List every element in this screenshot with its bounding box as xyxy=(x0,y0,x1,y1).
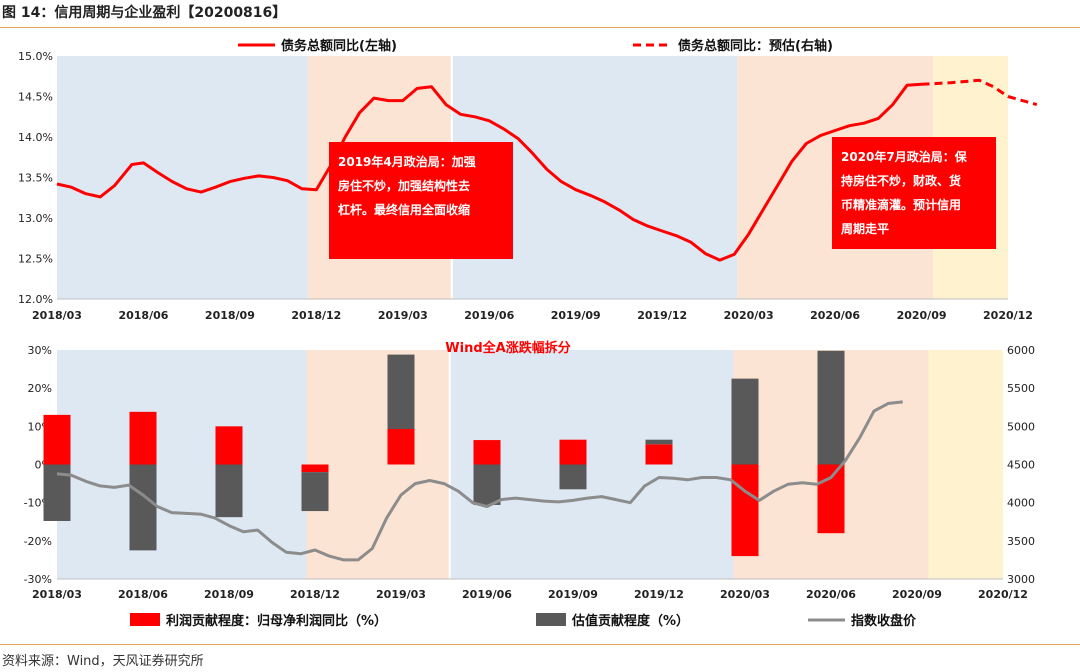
bottom-shade-band-0 xyxy=(57,350,307,579)
profit-contribution-bar xyxy=(645,444,673,465)
profit-contribution-bar xyxy=(559,439,587,465)
profit-contribution-bar xyxy=(473,440,501,465)
annotation-box-1 xyxy=(832,137,996,249)
bottom-shade-band-4 xyxy=(928,350,1003,579)
top-x-tick-label: 2019/12 xyxy=(637,309,687,322)
valuation-contribution-bar xyxy=(215,464,243,518)
top-y-tick-label: 12.0% xyxy=(18,293,53,306)
legend-profit-label: 利润贡献程度：归母净利润同比（%） xyxy=(166,613,387,629)
bottom-x-tick-label: 2018/09 xyxy=(204,588,254,601)
valuation-contribution-bar xyxy=(645,439,673,445)
top-x-tick-label: 2018/12 xyxy=(291,309,341,322)
bottom-x-tick-label: 2019/09 xyxy=(548,588,598,601)
top-x-tick-label: 2018/09 xyxy=(205,309,255,322)
annotation-text-line: 杠杆。最终信用全面收缩 xyxy=(338,202,470,217)
bottom-right-y-tick-label: 4000 xyxy=(1007,497,1035,510)
bottom-right-y-tick-label: 3500 xyxy=(1007,535,1035,548)
bottom-return-chart: 30%20%10%0%-10%-20%-30%60005500500045004… xyxy=(24,340,1035,629)
index-close-line xyxy=(56,400,903,562)
bottom-right-y-tick-label: 5000 xyxy=(1007,420,1035,433)
top-x-tick-label: 2019/09 xyxy=(551,309,601,322)
valuation-contribution-bar xyxy=(43,464,71,521)
top-x-tick-label: 2019/03 xyxy=(378,309,428,322)
legend-forecast-line-label: 债务总额同比：预估(右轴) xyxy=(678,38,833,54)
bottom-x-tick-label: 2020/06 xyxy=(806,588,856,601)
top-y-tick-label: 13.0% xyxy=(18,212,53,225)
top-y-tick-label: 12.5% xyxy=(18,253,53,266)
bottom-x-tick-label: 2020/12 xyxy=(978,588,1028,601)
top-y-tick-label: 15.0% xyxy=(18,50,53,63)
valuation-contribution-bar xyxy=(817,350,845,465)
valuation-contribution-bar xyxy=(559,464,587,490)
bottom-left-y-tick-label: 20% xyxy=(28,382,52,395)
valuation-contribution-bar xyxy=(387,354,415,430)
legend-debt-line-label: 债务总额同比(左轴) xyxy=(281,38,397,54)
bottom-right-y-tick-label: 5500 xyxy=(1007,382,1035,395)
title-divider xyxy=(0,27,1080,28)
bottom-shade-band-1 xyxy=(306,350,450,579)
profit-contribution-bar xyxy=(817,464,845,534)
bottom-left-y-tick-label: -30% xyxy=(24,573,52,586)
bottom-x-tick-label: 2018/03 xyxy=(32,588,82,601)
top-y-tick-label: 13.5% xyxy=(18,172,53,185)
profit-contribution-bar xyxy=(731,464,759,557)
annotation-text-line: 币精准滴灌。预计信用 xyxy=(841,197,961,212)
profit-contribution-bar xyxy=(215,426,243,465)
bottom-right-y-tick-label: 3000 xyxy=(1007,573,1035,586)
bottom-right-y-tick-label: 4500 xyxy=(1007,459,1035,472)
figure-title: 图 14：信用周期与企业盈利【20200816】 xyxy=(2,5,287,21)
legend-profit-swatch xyxy=(130,613,160,626)
bottom-x-tick-label: 2019/12 xyxy=(634,588,684,601)
annotation-text-line: 2019年4月政治局：加强 xyxy=(338,154,476,169)
bottom-x-tick-label: 2020/03 xyxy=(720,588,770,601)
top-x-tick-label: 2020/09 xyxy=(897,309,947,322)
legend-valuation-label: 估值贡献程度（%） xyxy=(571,613,689,629)
bottom-left-y-tick-label: -20% xyxy=(24,535,52,548)
debt-growth-line xyxy=(56,82,922,262)
bottom-x-tick-label: 2018/12 xyxy=(290,588,340,601)
top-x-tick-label: 2020/03 xyxy=(724,309,774,322)
legend-valuation-swatch xyxy=(536,613,566,626)
bottom-chart-title: Wind全A涨跌幅拆分 xyxy=(445,340,570,356)
profit-contribution-bar xyxy=(301,464,329,473)
source-note: 资料来源：Wind，天风证券研究所 xyxy=(2,654,204,669)
profit-contribution-bar xyxy=(129,411,157,465)
top-y-tick-label: 14.5% xyxy=(18,91,53,104)
bottom-x-tick-label: 2020/09 xyxy=(892,588,942,601)
bottom-left-y-tick-label: 30% xyxy=(28,344,52,357)
chart-canvas: 15.0% 14.5% 14.0% 13.5% 13.0% 12.5% 12.0% 2018/… xyxy=(18,38,1038,629)
top-y-tick-label: 14.0% xyxy=(18,131,53,144)
top-x-tick-label: 2018/03 xyxy=(32,309,82,322)
top-x-tick-label: 2020/06 xyxy=(810,309,860,322)
valuation-contribution-bar xyxy=(129,464,157,551)
valuation-contribution-bar xyxy=(731,378,759,465)
bottom-x-tick-label: 2018/06 xyxy=(118,588,168,601)
top-x-tick-label: 2018/06 xyxy=(118,309,168,322)
footer-divider xyxy=(0,644,1080,645)
debt-growth-forecast-line xyxy=(921,78,1038,107)
bottom-right-y-tick-label: 6000 xyxy=(1007,344,1035,357)
profit-contribution-bar xyxy=(387,429,415,465)
annotation-text-line: 周期走平 xyxy=(841,221,889,236)
annotation-text-line: 2020年7月政治局：保 xyxy=(841,149,968,164)
valuation-contribution-bar xyxy=(473,464,501,505)
top-credit-chart: 15.0% 14.5% 14.0% 13.5% 13.0% 12.5% 12.0% 2018/… xyxy=(18,38,1038,322)
legend-index-label: 指数收盘价 xyxy=(851,613,917,629)
annotation-box-0 xyxy=(329,142,513,259)
valuation-contribution-bar xyxy=(301,472,329,512)
top-x-tick-label: 2020/12 xyxy=(983,309,1033,322)
annotation-text-line: 房住不炒，加强结构性去 xyxy=(338,178,470,193)
bottom-x-tick-label: 2019/06 xyxy=(462,588,512,601)
profit-contribution-bar xyxy=(43,414,71,465)
top-x-tick-label: 2019/06 xyxy=(464,309,514,322)
annotation-text-line: 持房住不炒，财政、货 xyxy=(841,173,961,188)
bottom-x-tick-label: 2019/03 xyxy=(376,588,426,601)
